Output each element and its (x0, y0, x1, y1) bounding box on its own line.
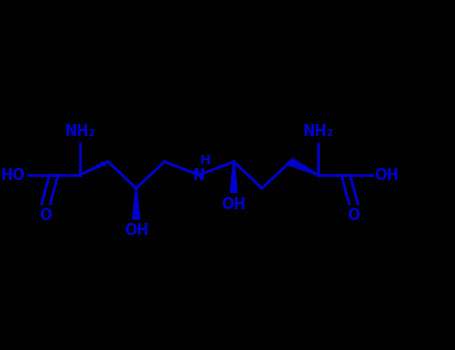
Text: OH: OH (222, 197, 246, 212)
Polygon shape (133, 188, 140, 219)
Text: NH₂: NH₂ (64, 124, 95, 139)
Text: HO: HO (1, 168, 25, 182)
Text: O: O (40, 208, 52, 223)
Text: H: H (200, 154, 211, 167)
Text: OH: OH (374, 168, 399, 182)
Text: OH: OH (124, 223, 148, 238)
Polygon shape (288, 159, 318, 175)
Polygon shape (230, 162, 237, 193)
Text: O: O (347, 208, 360, 223)
Text: NH₂: NH₂ (303, 124, 334, 139)
Text: N: N (193, 168, 205, 182)
